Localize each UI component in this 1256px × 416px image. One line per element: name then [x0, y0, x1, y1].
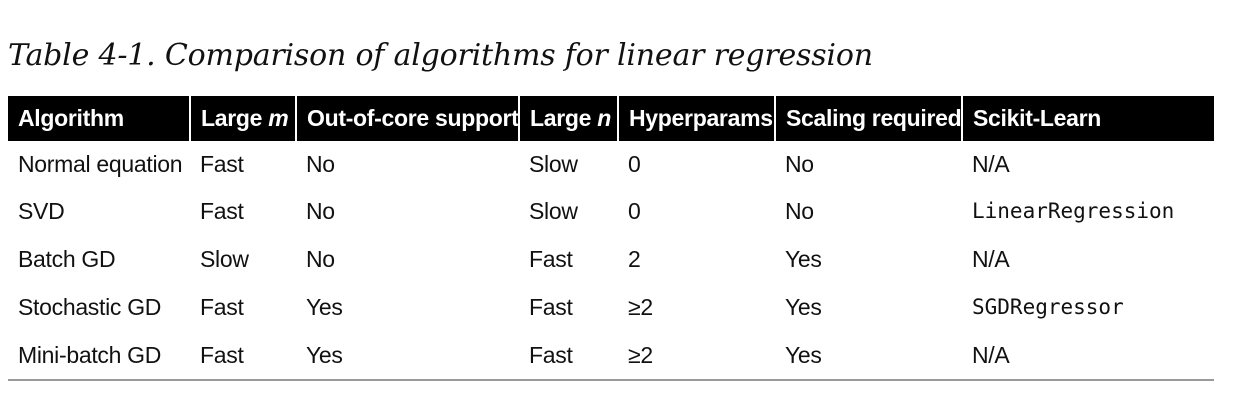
cell-out-of-core: No: [306, 197, 335, 224]
table-caption: Table 4-1. Comparison of algorithms for …: [8, 38, 873, 73]
column-header-algorithm: Algorithm: [8, 96, 190, 141]
table-row: Mini-batch GD Fast Yes Fast ≥2 Yes N/A: [8, 331, 1214, 381]
cell-large-m: Fast: [190, 331, 296, 381]
cell-algorithm: SVD: [18, 197, 65, 224]
cell-large-n: Slow: [529, 150, 578, 177]
cell-scaling-required: No: [785, 150, 814, 177]
cell-scikit-learn: SGDRegressor: [972, 295, 1124, 319]
cell-scaling-required: No: [785, 197, 814, 224]
cell-scikit-learn: N/A: [962, 331, 1214, 381]
cell-hyperparams: 0: [628, 197, 641, 224]
cell-large-n: Fast: [529, 245, 573, 272]
cell-algorithm: Mini-batch GD: [8, 331, 190, 381]
cell-scaling-required: Yes: [785, 293, 822, 320]
cell-large-m: Fast: [200, 150, 244, 177]
column-header-scikit-learn: Scikit-Learn: [961, 96, 1214, 141]
algorithm-comparison-table: Algorithm Large m Out-of-core support La…: [8, 96, 1214, 381]
cell-scaling-required: Yes: [785, 245, 822, 272]
cell-large-n: Fast: [529, 293, 573, 320]
cell-out-of-core: No: [306, 150, 335, 177]
cell-scikit-learn: N/A: [972, 245, 1010, 272]
cell-scaling-required: Yes: [775, 331, 962, 381]
table-row: SVD Fast No Slow 0 No LinearRegression: [8, 187, 1214, 235]
cell-hyperparams: ≥2: [618, 331, 775, 381]
table-header-row: Algorithm Large m Out-of-core support La…: [8, 96, 1214, 141]
column-header-hyperparams: Hyperparams: [617, 96, 775, 141]
cell-large-m: Fast: [200, 293, 244, 320]
cell-out-of-core: Yes: [296, 331, 519, 381]
cell-hyperparams: 0: [628, 150, 641, 177]
cell-algorithm: Batch GD: [18, 245, 116, 272]
column-header-large-n: Large n: [518, 96, 618, 141]
cell-large-n: Slow: [529, 197, 578, 224]
cell-algorithm: Normal equation: [18, 150, 183, 177]
cell-out-of-core: Yes: [306, 293, 343, 320]
cell-algorithm: Stochastic GD: [18, 293, 162, 320]
cell-large-m: Fast: [200, 197, 244, 224]
cell-scikit-learn: LinearRegression: [972, 199, 1175, 223]
column-header-large-m: Large m: [189, 96, 296, 141]
table-row: Batch GD Slow No Fast 2 Yes N/A: [8, 235, 1214, 283]
cell-out-of-core: No: [306, 245, 335, 272]
table-row: Stochastic GD Fast Yes Fast ≥2 Yes SGDRegresso…: [8, 283, 1214, 331]
cell-large-m: Slow: [200, 245, 249, 272]
cell-large-n: Fast: [519, 331, 618, 381]
column-header-out-of-core: Out-of-core support: [295, 96, 519, 141]
column-header-scaling-required: Scaling required: [774, 96, 962, 141]
cell-hyperparams: 2: [628, 245, 641, 272]
table-row: Normal equation Fast No Slow 0 No N/A: [8, 141, 1214, 187]
cell-hyperparams: ≥2: [628, 293, 653, 320]
cell-scikit-learn: N/A: [972, 150, 1010, 177]
